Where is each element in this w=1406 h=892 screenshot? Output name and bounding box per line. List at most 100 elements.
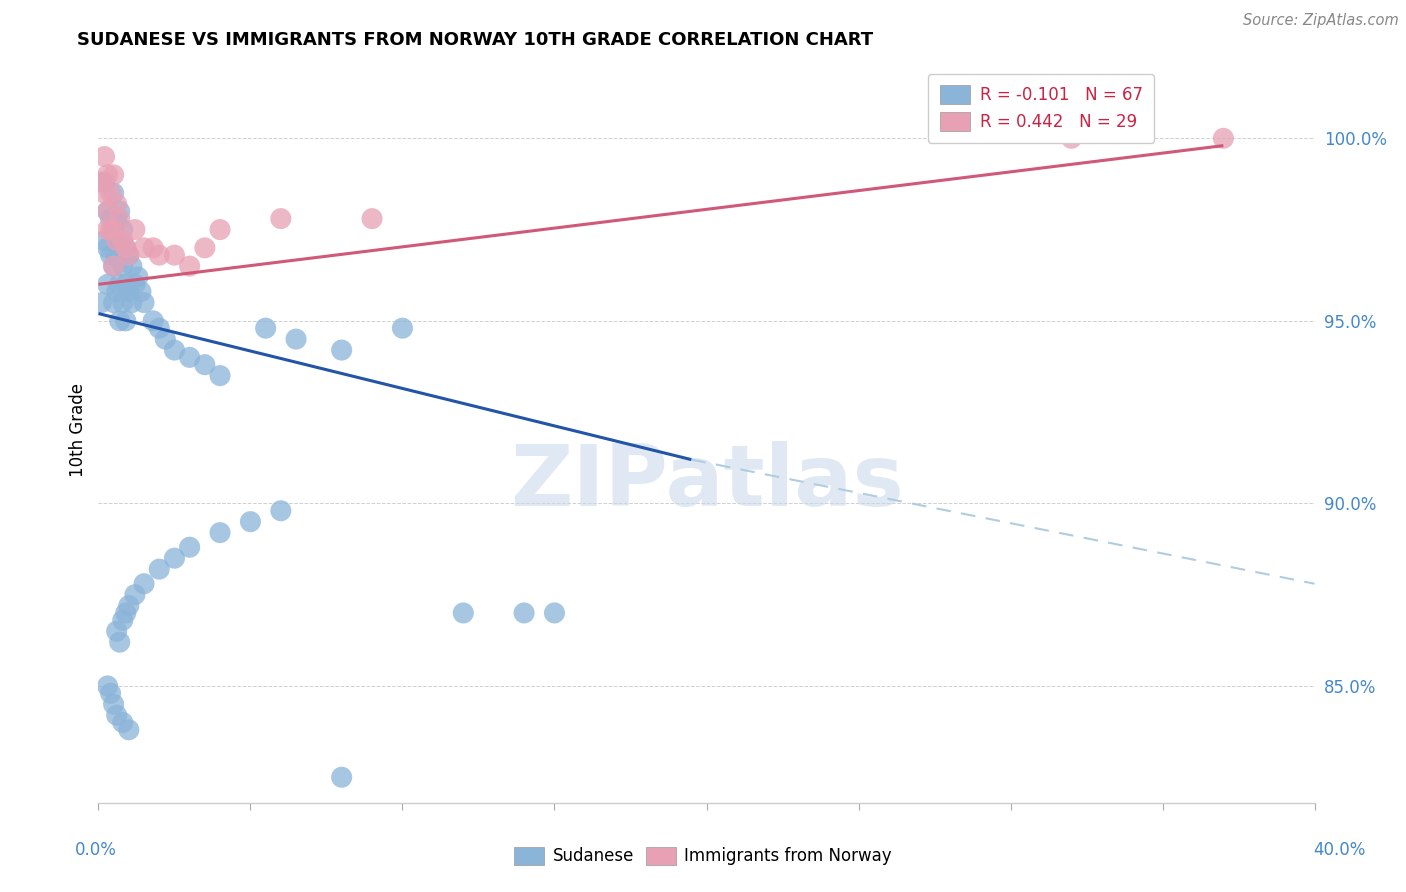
Point: [209, 222, 232, 236]
Point: [100, 248, 122, 262]
Point: [111, 259, 134, 273]
Point: [209, 368, 232, 383]
Point: [124, 588, 146, 602]
Point: [100, 686, 122, 700]
Point: [163, 248, 186, 262]
Point: [121, 259, 143, 273]
Point: [103, 168, 125, 182]
Text: 0.0%: 0.0%: [75, 840, 117, 858]
Point: [100, 211, 122, 226]
Y-axis label: 10th Grade: 10th Grade: [69, 384, 87, 477]
Point: [105, 285, 128, 299]
Text: 40.0%: 40.0%: [1313, 840, 1367, 858]
Point: [105, 708, 128, 723]
Point: [103, 186, 125, 200]
Point: [118, 723, 141, 737]
Point: [96, 204, 118, 219]
Point: [179, 259, 201, 273]
Point: [132, 295, 155, 310]
Text: ZIPatlas: ZIPatlas: [509, 441, 904, 524]
Point: [513, 606, 536, 620]
Text: SUDANESE VS IMMIGRANTS FROM NORWAY 10TH GRADE CORRELATION CHART: SUDANESE VS IMMIGRANTS FROM NORWAY 10TH …: [77, 31, 873, 49]
Point: [111, 613, 134, 627]
Point: [114, 241, 136, 255]
Point: [129, 285, 152, 299]
Point: [163, 551, 186, 566]
Point: [179, 351, 201, 365]
Point: [111, 234, 134, 248]
Point: [114, 606, 136, 620]
Point: [103, 259, 125, 273]
Point: [96, 679, 118, 693]
Point: [285, 332, 308, 346]
Point: [103, 295, 125, 310]
Point: [114, 314, 136, 328]
Point: [93, 234, 115, 248]
Point: [108, 204, 131, 219]
Point: [108, 241, 131, 255]
Point: [124, 277, 146, 292]
Point: [330, 770, 353, 784]
Point: [148, 321, 170, 335]
Point: [108, 635, 131, 649]
Point: [93, 186, 115, 200]
Point: [361, 211, 384, 226]
Point: [179, 540, 201, 554]
Point: [105, 248, 128, 262]
Point: [148, 562, 170, 576]
Point: [194, 358, 217, 372]
Point: [105, 197, 128, 211]
Point: [100, 222, 122, 236]
Point: [142, 241, 165, 255]
Point: [103, 259, 125, 273]
Point: [90, 295, 112, 310]
Point: [105, 234, 128, 248]
Point: [118, 599, 141, 613]
Text: Source: ZipAtlas.com: Source: ZipAtlas.com: [1243, 13, 1399, 29]
Point: [330, 343, 353, 357]
Point: [100, 186, 122, 200]
Point: [118, 285, 141, 299]
Point: [96, 168, 118, 182]
Point: [103, 222, 125, 236]
Point: [239, 515, 262, 529]
Point: [127, 270, 149, 285]
Point: [1212, 131, 1234, 145]
Point: [96, 277, 118, 292]
Point: [96, 204, 118, 219]
Point: [270, 211, 292, 226]
Point: [453, 606, 475, 620]
Point: [90, 175, 112, 189]
Point: [194, 241, 217, 255]
Point: [124, 222, 146, 236]
Legend: R = -0.101   N = 67, R = 0.442   N = 29: R = -0.101 N = 67, R = 0.442 N = 29: [928, 74, 1154, 143]
Point: [105, 624, 128, 639]
Point: [270, 504, 292, 518]
Point: [118, 248, 141, 262]
Point: [114, 241, 136, 255]
Point: [111, 295, 134, 310]
Point: [1060, 131, 1083, 145]
Point: [543, 606, 565, 620]
Point: [142, 314, 165, 328]
Point: [111, 222, 134, 236]
Point: [155, 332, 177, 346]
Point: [391, 321, 413, 335]
Point: [118, 248, 141, 262]
Point: [163, 343, 186, 357]
Point: [108, 211, 131, 226]
Point: [108, 277, 131, 292]
Point: [105, 211, 128, 226]
Point: [148, 248, 170, 262]
Point: [114, 277, 136, 292]
Point: [132, 576, 155, 591]
Point: [96, 241, 118, 255]
Point: [121, 295, 143, 310]
Point: [132, 241, 155, 255]
Point: [209, 525, 232, 540]
Point: [93, 150, 115, 164]
Point: [108, 314, 131, 328]
Point: [103, 222, 125, 236]
Point: [111, 715, 134, 730]
Point: [254, 321, 277, 335]
